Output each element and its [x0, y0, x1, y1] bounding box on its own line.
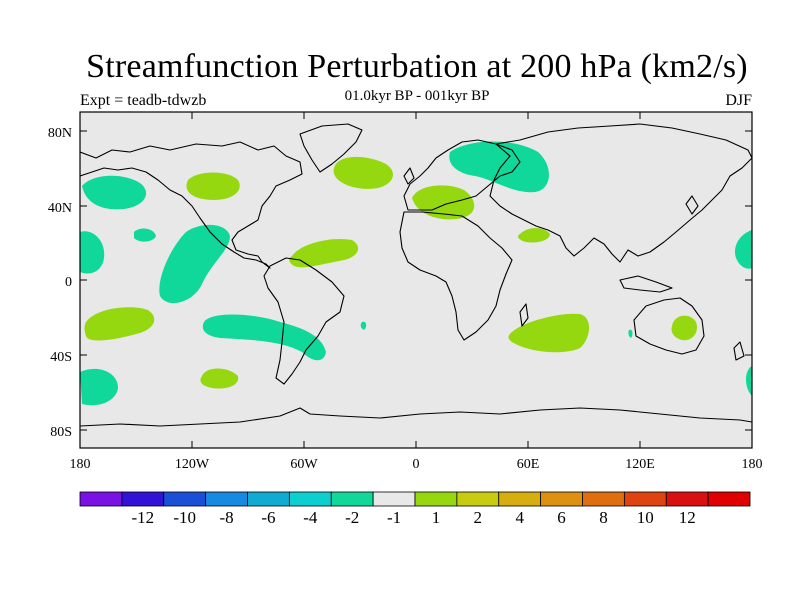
negative-anomaly-south-pacific-argentina [202, 314, 326, 361]
lon-label-120w: 120W [175, 457, 210, 472]
coastline-africa [399, 211, 513, 341]
colorbar-labels: -12 -10 -8 -6 -4 -2 -1 1 2 4 6 8 10 12 [131, 508, 695, 527]
negative-anomaly-north-pacific [82, 175, 147, 210]
colorbar [79, 491, 751, 507]
lon-label-180w: 180 [70, 457, 91, 472]
colorbar-swatch [707, 491, 751, 507]
positive-anomaly-south-indian-ocean [508, 313, 590, 353]
positive-anomaly-south-pacific [84, 307, 155, 341]
coastline-uk [403, 167, 415, 185]
negative-anomaly-west-pacific-edge [734, 230, 752, 269]
contour-fills [80, 141, 752, 406]
coastline-japan [685, 195, 699, 215]
negative-anomaly-far-east-south [746, 366, 752, 396]
lat-label-40n: 40N [48, 201, 72, 216]
coastline-australia [633, 297, 705, 355]
coastline-madagascar [519, 303, 529, 327]
colorbar-label: 8 [599, 508, 608, 527]
positive-anomaly-australia [671, 315, 698, 341]
coastline-new-zealand [733, 341, 745, 361]
colorbar-swatch [163, 491, 207, 507]
positive-anomaly-southern-pacific [200, 368, 239, 389]
lon-label-180e: 180 [742, 457, 763, 472]
negative-anomaly-southern-ocean [80, 368, 118, 406]
coastline-north-america [80, 141, 303, 269]
colorbar-label: -8 [219, 508, 233, 527]
colorbar-label: -1 [387, 508, 401, 527]
colorbar-label: 2 [474, 508, 483, 527]
season-label: DJF [725, 92, 752, 109]
colorbar-label: 12 [679, 508, 696, 527]
colorbar-swatch [414, 491, 458, 507]
colorbar-label: 10 [637, 508, 654, 527]
coastline-greenland [299, 123, 363, 173]
lon-label-0: 0 [413, 457, 420, 472]
coastline-south-america [263, 257, 345, 385]
coastline-asia [489, 123, 752, 263]
axis-ticks [79, 112, 753, 448]
lat-label-40s: 40S [50, 350, 72, 365]
colorbar-swatch [288, 491, 332, 507]
negative-anomaly-north-atlantic-scandinavia [449, 141, 549, 193]
colorbar-label: -12 [131, 508, 154, 527]
positive-anomaly-north-america [186, 172, 240, 200]
experiment-label: Expt = teadb-tdwzb [80, 92, 207, 109]
colorbar-swatch [247, 491, 290, 507]
negative-anomaly-south-atlantic-dot [360, 321, 367, 330]
colorbar-label: 6 [557, 508, 566, 527]
colorbar-swatch [205, 491, 248, 507]
colorbar-swatch [498, 491, 542, 507]
negative-anomaly-east-tropical-pacific [159, 224, 230, 304]
coastline-antarctica [80, 407, 752, 427]
lat-label-0: 0 [65, 275, 72, 290]
positive-anomaly-north-atlantic [333, 156, 393, 189]
coastline-europe [403, 139, 521, 211]
colorbar-label: -2 [345, 508, 359, 527]
coastline-indonesia [619, 275, 673, 293]
colorbar-swatch [665, 491, 709, 507]
coastlines [80, 123, 752, 427]
negative-anomaly-small-pacific [134, 228, 156, 242]
negative-anomaly-indian-dot [628, 329, 633, 338]
map-title: Streamfunction Perturbation at 200 hPa (… [86, 48, 748, 85]
colorbar-label: 4 [515, 508, 524, 527]
colorbar-swatch [456, 491, 500, 507]
colorbar-swatch [582, 491, 625, 507]
colorbar-swatch [372, 491, 416, 507]
colorbar-swatch [330, 491, 374, 507]
colorbar-label: -10 [173, 508, 196, 527]
lon-label-120e: 120E [625, 457, 655, 472]
colorbar-swatch [623, 491, 667, 507]
colorbar-label: -4 [303, 508, 318, 527]
period-subtitle: 01.0kyr BP - 001kyr BP [344, 88, 490, 104]
negative-anomaly-central-pacific [80, 231, 105, 274]
positive-anomaly-tropical-atlantic [289, 238, 359, 268]
lon-label-60w: 60W [290, 457, 318, 472]
colorbar-label: 1 [432, 508, 441, 527]
lat-label-80s: 80S [50, 425, 72, 440]
positive-anomaly-arabian-sea [518, 228, 550, 243]
colorbar-swatch [79, 491, 123, 507]
lat-label-80n: 80N [48, 126, 72, 141]
positive-anomaly-europe-mediterranean [412, 185, 475, 220]
colorbar-swatch [121, 491, 165, 507]
colorbar-label: -6 [261, 508, 275, 527]
lon-label-60e: 60E [517, 457, 540, 472]
colorbar-swatch [540, 491, 583, 507]
